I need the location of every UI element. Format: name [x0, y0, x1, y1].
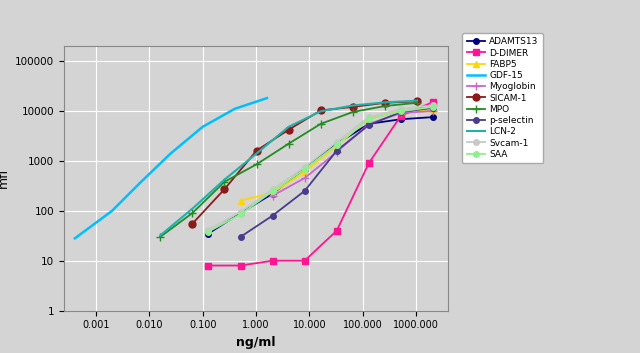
- MPO: [317, 122, 324, 126]
- Svcam-1: [429, 103, 437, 107]
- MPO: [413, 101, 421, 105]
- GDF-15: [138, 180, 145, 184]
- Line: GDF-15: GDF-15: [75, 98, 267, 238]
- SICAM-1: [189, 222, 196, 226]
- Y-axis label: mfi: mfi: [0, 168, 10, 189]
- ADAMTS13: [269, 192, 276, 196]
- SAA: [205, 229, 212, 234]
- ADAMTS13: [205, 232, 212, 236]
- D-DIMER: [301, 259, 308, 263]
- MPO: [221, 180, 228, 184]
- LCN-2: [413, 98, 421, 103]
- ADAMTS13: [397, 117, 405, 121]
- MPO: [381, 104, 388, 108]
- SICAM-1: [285, 127, 292, 132]
- SAA: [301, 167, 308, 171]
- FABP5: [429, 108, 437, 112]
- Line: LCN-2: LCN-2: [160, 101, 417, 235]
- Line: D-DIMER: D-DIMER: [205, 99, 436, 268]
- GDF-15: [231, 107, 239, 111]
- LCN-2: [221, 178, 228, 182]
- SICAM-1: [381, 101, 388, 105]
- Line: SICAM-1: SICAM-1: [189, 98, 420, 227]
- D-DIMER: [237, 263, 244, 268]
- FABP5: [365, 116, 372, 121]
- Myoglobin: [269, 193, 276, 198]
- MPO: [285, 142, 292, 146]
- p-selectin: [365, 123, 372, 127]
- Myoglobin: [397, 111, 405, 115]
- Svcam-1: [269, 187, 276, 191]
- FABP5: [333, 144, 340, 148]
- SICAM-1: [349, 105, 356, 109]
- ADAMTS13: [237, 211, 244, 215]
- LCN-2: [285, 125, 292, 129]
- ADAMTS13: [301, 166, 308, 170]
- GDF-15: [71, 236, 79, 240]
- Svcam-1: [237, 210, 244, 214]
- FABP5: [269, 191, 276, 195]
- LCN-2: [189, 207, 196, 211]
- SAA: [365, 117, 372, 121]
- FABP5: [397, 109, 405, 113]
- SICAM-1: [317, 108, 324, 113]
- MPO: [156, 235, 164, 239]
- Myoglobin: [429, 109, 437, 113]
- Svcam-1: [365, 115, 372, 119]
- LCN-2: [156, 233, 164, 238]
- ADAMTS13: [365, 122, 372, 126]
- p-selectin: [301, 189, 308, 193]
- D-DIMER: [333, 228, 340, 233]
- SICAM-1: [253, 149, 260, 153]
- Svcam-1: [301, 165, 308, 169]
- ADAMTS13: [429, 115, 437, 119]
- MPO: [349, 110, 356, 114]
- FABP5: [301, 170, 308, 174]
- Line: Myoglobin: Myoglobin: [268, 107, 437, 200]
- p-selectin: [269, 214, 276, 218]
- D-DIMER: [269, 259, 276, 263]
- GDF-15: [167, 151, 175, 156]
- Myoglobin: [333, 150, 340, 154]
- GDF-15: [263, 96, 271, 100]
- LCN-2: [253, 151, 260, 156]
- SAA: [269, 189, 276, 193]
- Line: ADAMTS13: ADAMTS13: [205, 114, 436, 236]
- Line: p-selectin: p-selectin: [237, 105, 436, 240]
- Svcam-1: [205, 227, 212, 232]
- SAA: [397, 109, 405, 113]
- LCN-2: [349, 103, 356, 108]
- D-DIMER: [205, 263, 212, 268]
- Legend: ADAMTS13, D-DIMER, FABP5, GDF-15, Myoglobin, SICAM-1, MPO, p-selectin, LCN-2, Sv: ADAMTS13, D-DIMER, FABP5, GDF-15, Myoglo…: [462, 33, 543, 163]
- ADAMTS13: [333, 142, 340, 146]
- D-DIMER: [397, 114, 405, 118]
- GDF-15: [199, 125, 207, 129]
- D-DIMER: [429, 100, 437, 104]
- MPO: [253, 162, 260, 167]
- Line: FABP5: FABP5: [237, 106, 436, 204]
- SICAM-1: [413, 99, 421, 103]
- p-selectin: [429, 106, 437, 110]
- p-selectin: [237, 235, 244, 239]
- FABP5: [237, 198, 244, 203]
- MPO: [189, 211, 196, 215]
- p-selectin: [397, 110, 405, 114]
- Svcam-1: [397, 107, 405, 111]
- SAA: [429, 105, 437, 109]
- X-axis label: ng/ml: ng/ml: [236, 336, 276, 349]
- Myoglobin: [301, 176, 308, 180]
- Line: Svcam-1: Svcam-1: [205, 102, 436, 232]
- Myoglobin: [365, 122, 372, 126]
- Svcam-1: [333, 140, 340, 144]
- LCN-2: [317, 109, 324, 113]
- SICAM-1: [221, 187, 228, 191]
- SAA: [333, 143, 340, 147]
- p-selectin: [333, 149, 340, 153]
- Line: MPO: MPO: [156, 98, 421, 241]
- SAA: [237, 212, 244, 216]
- GDF-15: [108, 209, 116, 213]
- D-DIMER: [365, 161, 372, 165]
- Line: SAA: SAA: [205, 104, 436, 234]
- LCN-2: [381, 100, 388, 104]
